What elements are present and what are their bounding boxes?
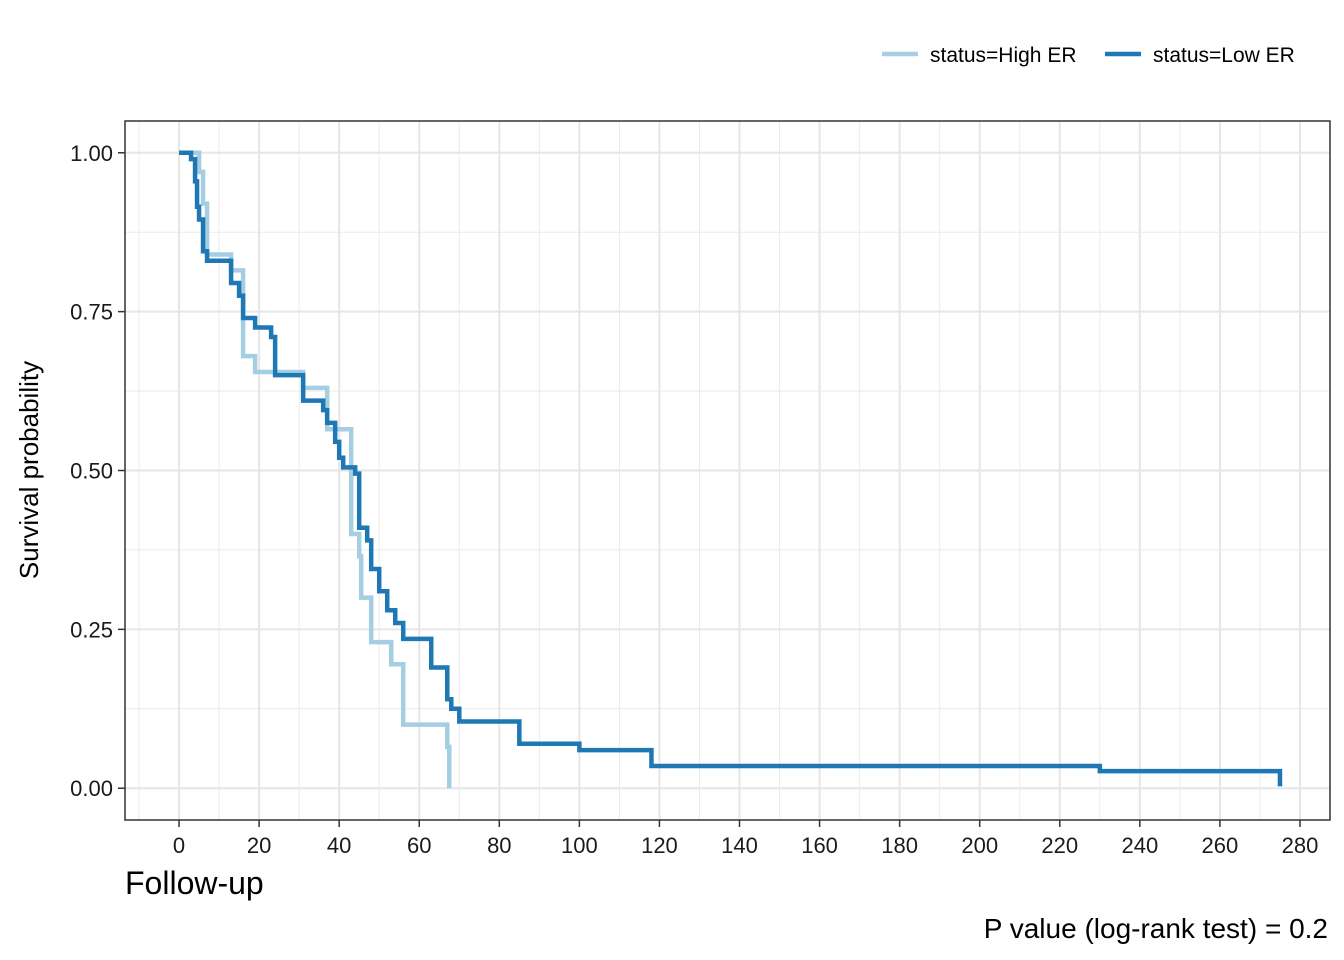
x-tick-label: 280 [1282,833,1319,858]
x-tick-label: 240 [1121,833,1158,858]
y-tick-label: 1.00 [70,141,113,166]
y-tick-label: 0.75 [70,300,113,325]
x-axis-ticks: 0 20 40 60 80 100 120 140 160 180 200 220 240 260 280 [173,820,1318,858]
x-tick-label: 180 [881,833,918,858]
legend-label-high-er: status=High ER [930,44,1077,67]
x-tick-label: 100 [561,833,598,858]
legend-item-low-er: status=Low ER [1105,44,1295,67]
x-tick-label: 140 [721,833,758,858]
x-tick-label: 260 [1202,833,1239,858]
p-value-caption: P value (log-rank test) = 0.2 [984,913,1328,944]
major-gridlines [125,121,1330,820]
x-tick-label: 40 [327,833,351,858]
series-line-low-er [179,150,1283,787]
x-tick-label: 80 [487,833,511,858]
legend-label-low-er: status=Low ER [1153,44,1295,67]
x-tick-label: 20 [247,833,271,858]
y-tick-label: 0.50 [70,459,113,484]
y-axis-ticks: 0.00 0.25 0.50 0.75 1.00 [70,141,125,801]
x-tick-label: 120 [641,833,678,858]
series-line-high-er [179,150,452,789]
legend: status=High ER status=Low ER [882,44,1295,67]
x-tick-label: 60 [407,833,431,858]
x-tick-label: 200 [961,833,998,858]
x-tick-label: 160 [801,833,838,858]
y-tick-label: 0.25 [70,617,113,642]
x-tick-label: 0 [173,833,185,858]
series-layer [179,150,1283,789]
x-tick-label: 220 [1041,833,1078,858]
y-axis-title: Survival probability [14,361,44,579]
legend-item-high-er: status=High ER [882,44,1077,67]
x-axis-title: Follow-up [125,865,264,901]
y-tick-label: 0.00 [70,776,113,801]
